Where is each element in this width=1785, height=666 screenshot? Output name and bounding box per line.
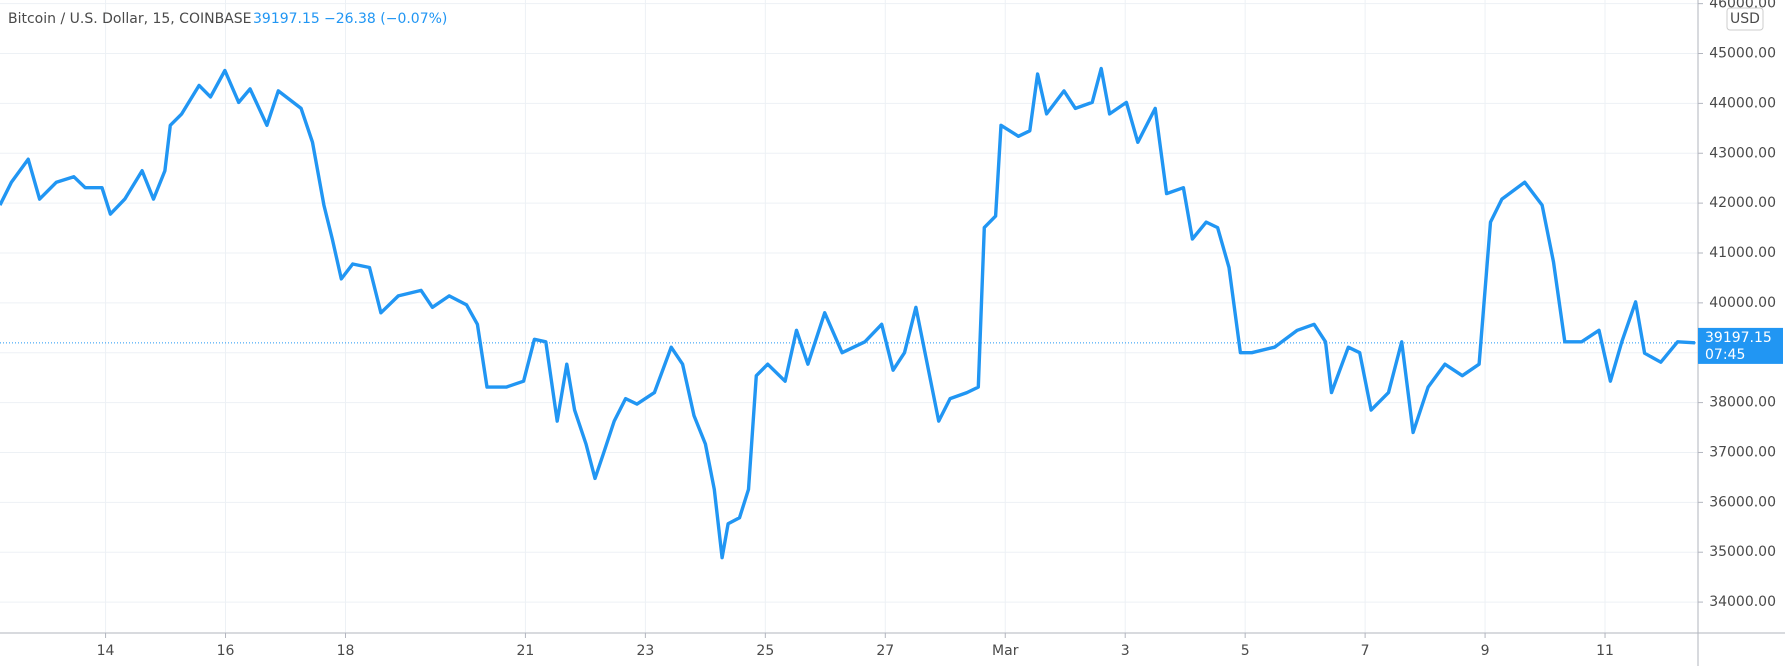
x-tick-label: Mar <box>992 643 1019 659</box>
x-tick-label: 9 <box>1481 643 1490 659</box>
x-tick-label: 11 <box>1596 643 1614 659</box>
currency[interactable]: USD <box>1730 11 1760 27</box>
grid <box>0 0 1698 633</box>
x-tick-label: 21 <box>517 643 535 659</box>
price-line <box>0 66 1696 560</box>
y-tick-label: 35000.00 <box>1709 544 1776 560</box>
currency-box[interactable] <box>1726 7 1764 31</box>
x-tick-label: 14 <box>97 643 115 659</box>
x-tick-label: 18 <box>337 643 355 659</box>
last-price-label: 39197.15 <box>1705 330 1772 346</box>
y-tick-label: 38000.00 <box>1709 395 1776 411</box>
y-tick-label: 41000.00 <box>1709 245 1776 261</box>
y-tick-label: 37000.00 <box>1709 444 1776 460</box>
x-tick-label: 25 <box>756 643 774 659</box>
x-tick-label: 3 <box>1121 643 1130 659</box>
y-tick-label: 42000.00 <box>1709 195 1776 211</box>
x-tick-label: 7 <box>1361 643 1370 659</box>
x-tick-label: 27 <box>876 643 894 659</box>
x-tick-label: 5 <box>1241 643 1250 659</box>
chart-title: Bitcoin / U.S. Dollar, 15, COINBASE <box>8 11 252 27</box>
y-tick-label: 43000.00 <box>1709 145 1776 161</box>
y-tick-label: 45000.00 <box>1709 46 1776 62</box>
last-price-box <box>1698 327 1783 364</box>
y-tick-label: 46000.00 <box>1709 0 1776 12</box>
y-tick-label: 36000.00 <box>1709 494 1776 510</box>
header-change: −26.38 (−0.07%) <box>324 11 447 27</box>
x-tick-label: 16 <box>217 643 235 659</box>
x-tick-label: 23 <box>636 643 654 659</box>
header-price: 39197.15 <box>253 11 320 27</box>
y-tick-label: 34000.00 <box>1709 594 1776 610</box>
y-tick-label: 44000.00 <box>1709 95 1776 111</box>
countdown-label: 07:45 <box>1705 347 1745 363</box>
y-tick-label: 40000.00 <box>1709 295 1776 311</box>
